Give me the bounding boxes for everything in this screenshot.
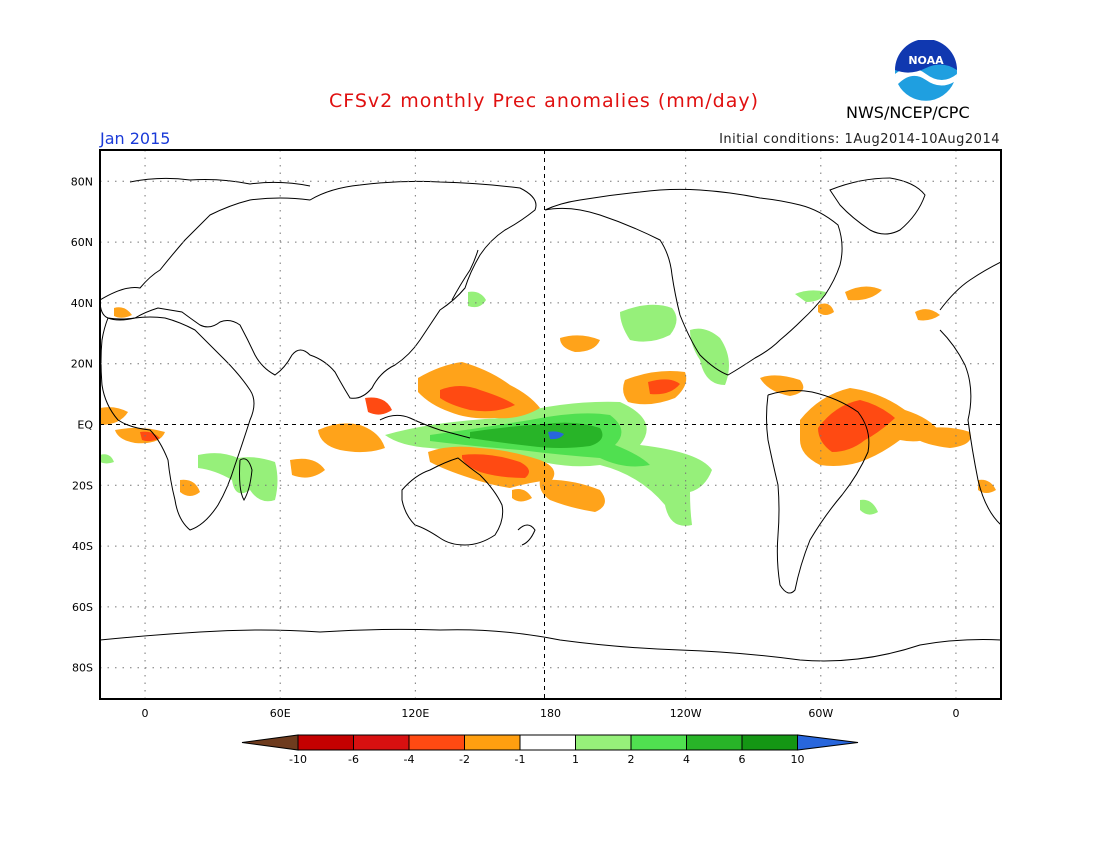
dry-region-hawaii [560,335,600,352]
wet-region-gulf-guinea [100,454,114,464]
colorbar-bin [630,734,687,751]
colorbar-bin [408,734,465,751]
dry-anomaly-regions [100,286,996,512]
colorbar-tick-label: 6 [739,753,746,766]
coastline-antarctica [100,628,1001,662]
graticule [100,150,1001,699]
coastline-new-zealand [517,524,536,546]
dry-region-amazon-core [818,400,895,452]
map-frame [99,149,1002,700]
lat-tick-label: 80N [71,175,93,188]
colorbar-bin [297,734,354,751]
dry-region-western-atlantic [818,303,834,315]
colorbar-tick-label: 4 [683,753,690,766]
wet-region-mexico [690,328,729,385]
wet-region-atlantic-south [860,499,878,515]
colorbar-tick-label: -2 [459,753,470,766]
wet-region-pacific-strong [470,422,603,448]
colorbar-low-extension [241,734,299,751]
colorbar-tick-label: -1 [515,753,526,766]
colorbar-tick-label: 1 [572,753,579,766]
coastline-madagascar [239,458,253,501]
lon-tick-label: 60E [270,707,291,720]
colorbar-high-extension [797,734,859,751]
dry-region-spcz-tail [539,479,605,512]
initial-conditions-label: Initial conditions: 1Aug2014-10Aug2014 [719,132,1000,147]
colorbar-bin [686,734,743,751]
dry-region-caribbean [760,375,804,396]
colorbar-tick-label: -6 [348,753,359,766]
colorbar: -10 -6 -4 -2 -1 1 2 4 6 10 [241,734,859,766]
coastline-africa [100,316,255,531]
dry-region-north-atlantic [845,286,882,301]
chart-title: CFSv2 monthly Prec anomalies (mm/day) [328,90,760,112]
colorbar-bin [519,734,576,751]
lat-tick-label: 60S [72,601,93,614]
coastline-indonesia [379,414,471,439]
latitude-labels: 80N 60N 40N 20N EQ 20S 40S 60S 80S [71,175,94,674]
lon-tick-label: 120W [670,707,702,720]
lat-tick-label: EQ [77,419,93,432]
coastline-eurasia [100,180,537,399]
dry-region-southern-africa [180,479,200,496]
lon-tick-label: 0 [952,707,959,720]
lat-tick-label: 60N [71,236,93,249]
coastline-japan [451,249,479,301]
lon-tick-label: 60W [808,707,833,720]
lat-tick-label: 80S [72,662,93,675]
dry-region-indian-ocean-south [290,458,325,478]
dry-region-southeast-atlantic [978,479,996,493]
lat-tick-label: 40N [71,297,93,310]
lon-tick-label: 120E [401,707,429,720]
dry-region-south-pacific-core [462,454,529,478]
colorbar-tick-label: -10 [289,753,307,766]
coastlines [100,177,1001,662]
wet-anomaly-regions [100,290,878,526]
coastline-greenland [829,177,926,235]
coastline-africa-east-wrap [939,329,1001,526]
wet-region-pacific-extreme [548,431,564,440]
dry-region-equatorial-africa [115,427,165,444]
coastline-europe-west [939,261,1001,311]
colorbar-bin [353,734,410,751]
wet-region-ne-pacific [620,304,677,342]
dry-region-equatorial-africa-core [140,431,160,442]
lon-tick-label: 180 [540,707,561,720]
dry-region-philippine-sea-core [440,386,515,412]
coastline-south-america [766,390,870,594]
colorbar-bin [741,734,798,751]
dry-region-central-pacific-north-core [648,379,680,395]
colorbar-bin [464,734,521,751]
dry-region-equatorial-atlantic [915,427,971,448]
anomaly-shading [100,286,996,526]
dry-region-indian-ocean [318,423,385,453]
colorbar-tick-label: 10 [791,753,805,766]
lon-tick-label: 0 [142,707,149,720]
lat-tick-label: 20N [71,358,93,371]
logo-lettering: NOAA [908,54,944,67]
dry-region-west-africa [100,407,128,425]
dry-region-indian-ocean-east [365,397,392,415]
coastline-north-america [544,188,843,376]
colorbar-bin [575,734,632,751]
coastline-australia [401,457,504,546]
wet-region-north-atlantic [795,290,826,302]
noaa-logo: NOAA [895,40,957,104]
longitude-labels: 0 60E 120E 180 120W 60W 0 [142,707,960,720]
valid-month-label: Jan 2015 [100,129,171,148]
dry-region-coral-sea [512,489,532,502]
colorbar-tick-label: 2 [628,753,635,766]
wet-region-western-pacific [468,291,486,308]
lat-tick-label: 20S [72,479,93,492]
dry-region-mediterranean [114,307,132,318]
coastline-arctic [129,177,311,187]
dry-region-iberia-atlantic [915,309,940,321]
agency-label: NWS/NCEP/CPC [846,103,970,122]
wet-region-africa-south [198,453,278,502]
colorbar-tick-label: -4 [404,753,415,766]
lat-tick-label: 40S [72,540,93,553]
